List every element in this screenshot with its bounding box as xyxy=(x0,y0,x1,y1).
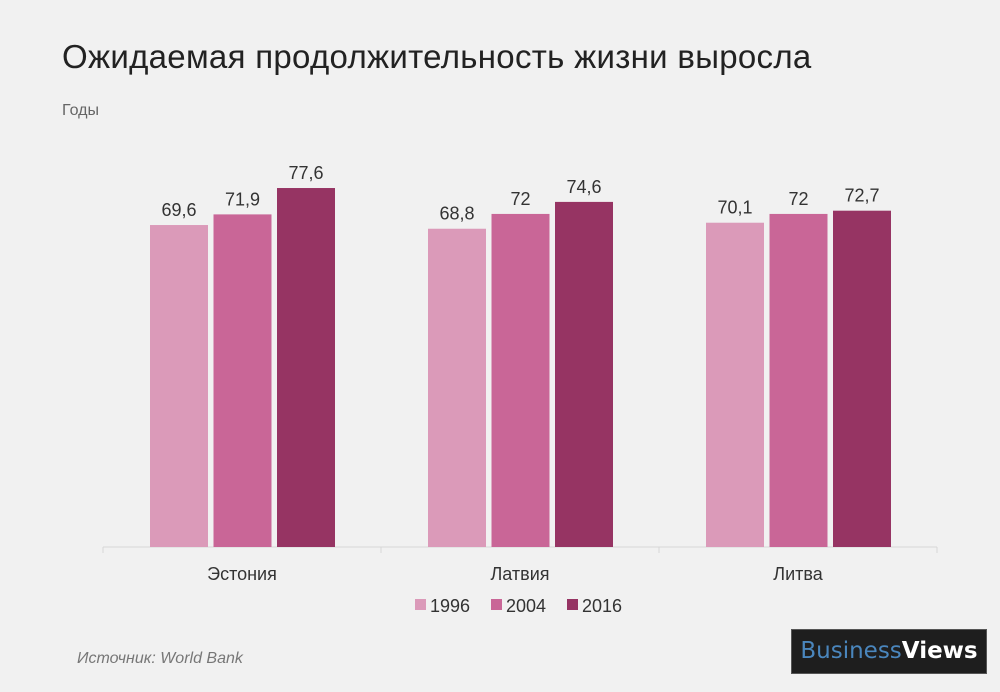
data-label: 72 xyxy=(510,189,530,209)
legend-label: 1996 xyxy=(430,596,470,616)
data-label: 74,6 xyxy=(566,177,601,197)
bar-2016-0 xyxy=(277,188,335,547)
source-note: Источник: World Bank xyxy=(77,650,243,667)
category-label: Эстония xyxy=(207,564,277,584)
bar-1996-0 xyxy=(150,225,208,547)
legend-label: 2004 xyxy=(506,596,546,616)
bar-2016-1 xyxy=(555,201,613,548)
data-label: 69,6 xyxy=(161,200,196,220)
legend-swatch-2016 xyxy=(567,599,578,610)
legend-label: 2016 xyxy=(582,596,622,616)
legend-swatch-2004 xyxy=(491,599,502,610)
data-label: 70,1 xyxy=(717,198,752,218)
bar-1996-1 xyxy=(428,228,486,547)
bar-2016-2 xyxy=(833,210,891,547)
data-label: 72,7 xyxy=(844,186,879,206)
unit-label: Годы xyxy=(62,102,99,119)
data-label: 72 xyxy=(788,189,808,209)
data-label: 68,8 xyxy=(439,204,474,224)
bar-2004-2 xyxy=(769,213,828,548)
businessviews-logo: BusinessViews xyxy=(791,629,987,674)
legend-swatch-1996 xyxy=(415,599,426,610)
logo-part1: Business xyxy=(800,638,902,664)
data-label: 71,9 xyxy=(225,189,260,209)
bar-2004-1 xyxy=(491,213,550,548)
category-label: Латвия xyxy=(490,564,549,584)
chart-title: Ожидаемая продолжительность жизни выросл… xyxy=(62,38,812,75)
data-label: 77,6 xyxy=(288,163,323,183)
bar-1996-2 xyxy=(706,222,764,547)
category-label: Литва xyxy=(773,564,823,584)
logo-part2: Views xyxy=(901,638,978,664)
bar-2004-0 xyxy=(213,214,272,547)
